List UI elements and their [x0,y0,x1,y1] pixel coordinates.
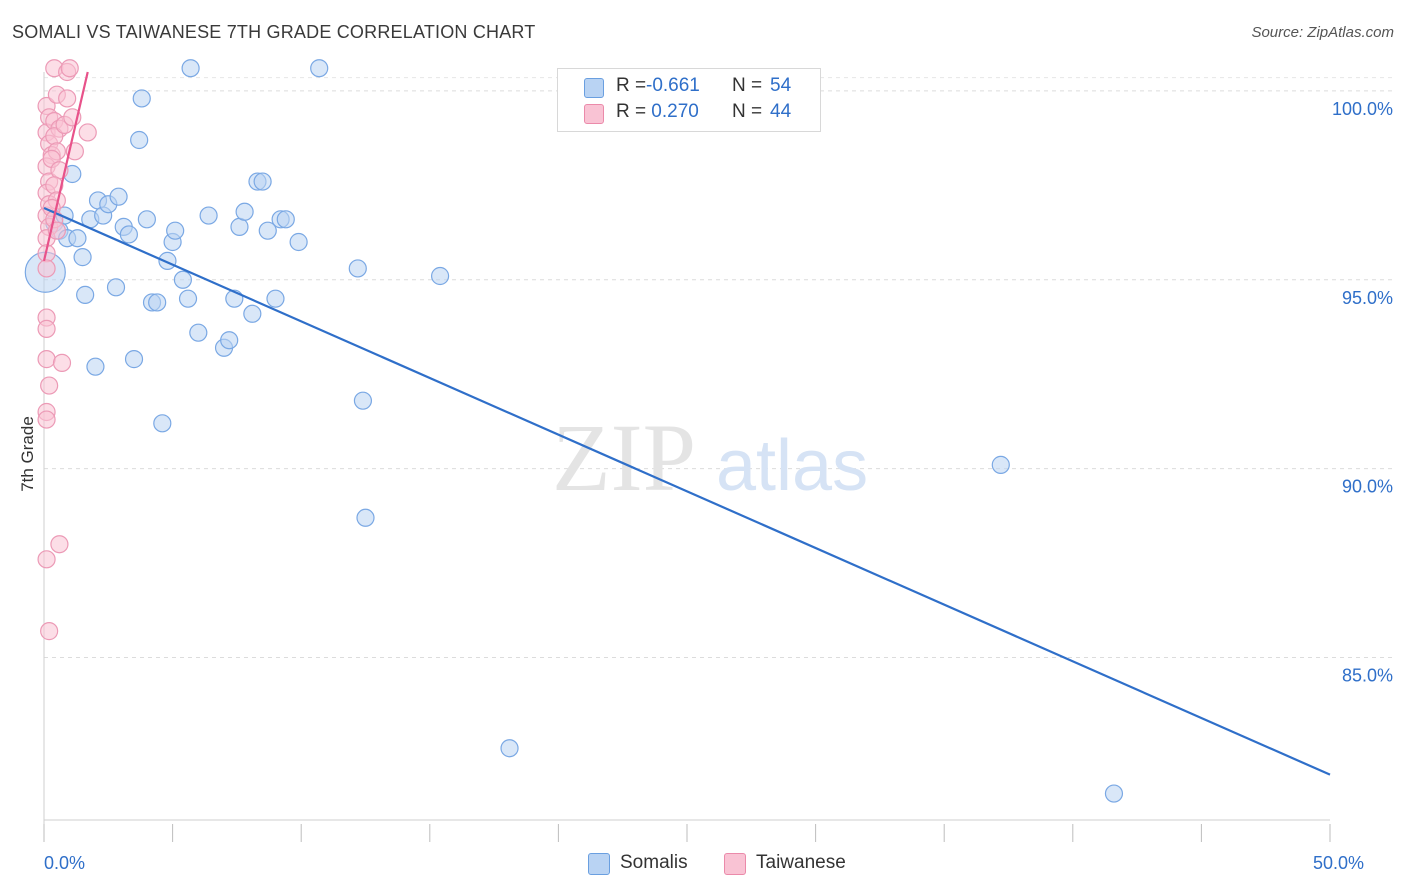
y-tick-label: 85.0% [1342,666,1393,686]
somalis-point [109,187,128,206]
y-tick-label: 100.0% [1332,99,1393,119]
somalis-point [1104,784,1124,803]
taiwanese-point [37,410,56,429]
somalis-point [173,270,192,289]
watermark-atlas: atlas [716,426,868,506]
somalis-point [68,229,87,248]
watermark: ZIP atlas [552,404,868,511]
somalis-swatch [584,78,604,98]
somalis-point [310,59,329,78]
taiwanese-trend-line [42,71,89,262]
taiwanese-point [58,89,77,108]
somalis-point [991,455,1010,474]
x-tick-label: 50.0% [1313,853,1364,873]
somalis-point [181,59,200,78]
somalis-point [430,266,450,286]
somalis-point [124,350,144,369]
somalis-point [266,289,285,308]
y-tick-label: 90.0% [1342,477,1393,497]
somalis-point [199,206,218,225]
watermark-zip: ZIP [552,404,696,511]
n-value: 54 [770,75,792,96]
taiwanese-point [50,535,69,554]
taiwanese-swatch [584,104,604,124]
somalis-point [235,202,254,221]
y-tick-label: 95.0% [1342,288,1393,308]
somalis-point [189,323,208,342]
somalis-point [258,221,277,240]
n-value: 44 [770,101,792,122]
chart-title: SOMALI VS TAIWANESE 7TH GRADE CORRELATIO… [12,22,536,42]
somalis-point [500,739,519,758]
somalis-point [106,278,126,297]
somalis-point [119,225,138,244]
somalis-point [178,289,198,308]
somalis-point [132,89,151,108]
somalis-point [289,232,308,252]
somalis-point [243,304,262,323]
taiwanese-point [37,550,56,569]
r-value: 0.270 [646,101,699,122]
legend-swatch-somalis [588,853,610,875]
y-axis-label: 7th Grade [18,416,37,492]
somalis-point [253,172,272,191]
somalis-point [353,391,373,410]
r-value: -0.661 [646,75,700,96]
legend-swatch-taiwanese [724,853,746,875]
r-label: R = [616,101,647,122]
correlation-stats-box: R = -0.661 N = 54 R = 0.270 N = 44 [557,68,821,132]
somalis-point [148,293,167,312]
x-tick-label: 0.0% [44,853,85,873]
source-label: Source: ZipAtlas.com [1251,24,1394,41]
n-label: N = [732,75,763,96]
taiwanese-point [37,259,56,278]
taiwanese-point [78,123,97,142]
grid-lines [44,77,1394,659]
somalis-point [230,217,249,236]
taiwanese-point [52,353,72,372]
somalis-point [76,285,95,304]
somalis-point [137,210,156,229]
somalis-point [73,248,92,267]
somalis-point [348,259,367,278]
somalis-point [86,357,105,376]
taiwanese-point [37,319,56,338]
legend-label-taiwanese: Taiwanese [756,852,846,873]
legend-label-somalis: Somalis [620,852,688,873]
r-label: R = [616,75,647,96]
somalis-point [130,130,149,150]
n-label: N = [732,101,763,122]
somalis-point [276,210,295,229]
taiwanese-point [40,622,59,641]
somalis-point [220,331,239,350]
trend-lines [42,71,1331,776]
taiwanese-point [60,59,79,78]
taiwanese-point [40,376,59,395]
somalis-point [153,414,172,433]
data-points [24,59,1124,803]
somalis-point [356,508,375,527]
somalis-trend-line [43,206,1331,776]
legend: Somalis Taiwanese [0,852,1406,878]
taiwanese-point [37,350,56,369]
tick-labels: 100.0% 95.0% 90.0% 85.0% 0.0% 50.0% [44,99,1393,873]
somalis-point [166,221,185,240]
